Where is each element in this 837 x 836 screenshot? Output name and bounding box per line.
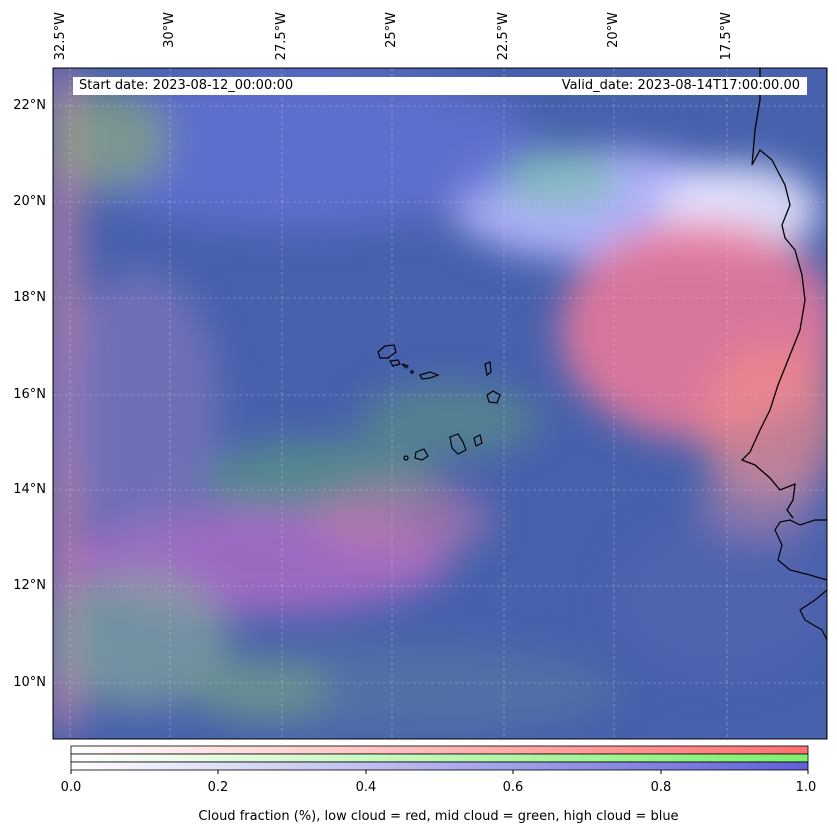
- lat-label-18n: 18°N: [13, 290, 46, 305]
- cloud-fields: [53, 70, 827, 735]
- colorbar-tick-0-6: 0.6: [502, 780, 524, 795]
- map-frame: [52, 67, 828, 740]
- colorbar-tick-0-2: 0.2: [207, 780, 229, 795]
- lat-label-16n: 16°N: [13, 387, 46, 402]
- date-info-bar: Start date: 2023-08-12_00:00:00 Valid_da…: [73, 77, 807, 95]
- lat-label-10n: 10°N: [13, 675, 46, 690]
- lon-label-27-5w: 27.5°W: [274, 12, 289, 61]
- lon-label-22-5w: 22.5°W: [496, 12, 511, 61]
- colorbar-tick-0-8: 0.8: [650, 780, 672, 795]
- start-date-label: Start date: 2023-08-12_00:00:00: [79, 78, 294, 93]
- africa-coast-main: [740, 68, 806, 519]
- lon-label-25w: 25°W: [384, 12, 399, 48]
- colorbar-tick-0: 0.0: [60, 780, 82, 795]
- colorbar-low: [70, 745, 809, 755]
- lat-label-20n: 20°N: [13, 194, 46, 209]
- gridlines: [53, 68, 827, 739]
- colorbar-tick-0-4: 0.4: [355, 780, 377, 795]
- africa-coastline: [774, 68, 827, 739]
- lon-label-17-5w: 17.5°W: [719, 12, 734, 61]
- valid-date-label: Valid_date: 2023-08-14T17:00:00.00: [561, 78, 800, 93]
- colorbar-mid: [70, 753, 809, 763]
- lat-label-14n: 14°N: [13, 482, 46, 497]
- lon-label-32-5w: 32.5°W: [53, 12, 68, 61]
- lat-label-12n: 12°N: [13, 578, 46, 593]
- lon-label-20w: 20°W: [606, 12, 621, 48]
- colorbar: [70, 745, 809, 774]
- lon-label-30w: 30°W: [162, 12, 177, 48]
- colorbar-label: Cloud fraction (%), low cloud = red, mid…: [198, 809, 679, 824]
- cape-verde-islands: [377, 344, 501, 461]
- colorbar-high: [70, 761, 809, 771]
- colorbar-tick-1: 1.0: [795, 780, 817, 795]
- lat-label-22n: 22°N: [13, 98, 46, 113]
